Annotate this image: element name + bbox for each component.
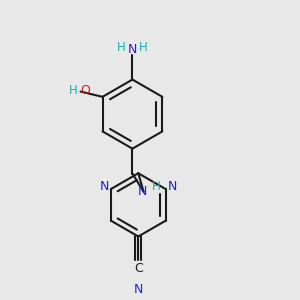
Text: N: N <box>134 283 143 296</box>
Text: N: N <box>128 43 137 56</box>
Text: N: N <box>100 180 109 193</box>
Text: O: O <box>81 84 90 97</box>
Text: H: H <box>69 84 78 97</box>
Text: C: C <box>134 262 143 275</box>
Text: H: H <box>117 40 126 54</box>
Text: N: N <box>138 185 147 198</box>
Text: H: H <box>139 40 148 54</box>
Text: H: H <box>152 180 160 193</box>
Text: N: N <box>167 180 177 193</box>
